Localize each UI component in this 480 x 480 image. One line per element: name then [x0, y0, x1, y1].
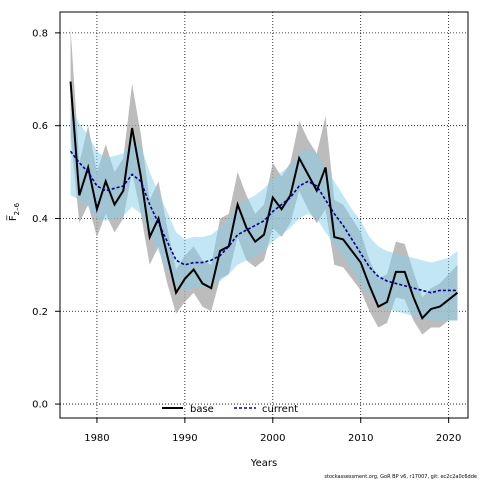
y-axis: 0.0 0.2 0.4 0.6 0.8	[32, 28, 60, 411]
y-tick-label: 0.6	[32, 121, 48, 132]
x-axis-title: Years	[250, 458, 277, 469]
band-current	[70, 107, 458, 321]
x-tick-label: 1980	[84, 433, 109, 444]
legend-current-label: current	[262, 404, 298, 415]
legend-base-label: base	[190, 404, 214, 415]
legend: base current	[162, 404, 298, 415]
x-tick-label: 2020	[436, 433, 461, 444]
confidence-bands	[70, 28, 458, 335]
svg-text:F̅2–6: F̅2–6	[6, 202, 21, 221]
y-axis-title-subscript: 2–6	[13, 202, 21, 215]
y-tick-label: 0.2	[32, 307, 48, 318]
x-tick-label: 2000	[260, 433, 285, 444]
line-current	[69, 150, 458, 294]
x-axis: 1980 1990 2000 2010 2020	[84, 418, 461, 444]
line-base	[69, 81, 459, 321]
y-tick-label: 0.4	[32, 214, 48, 225]
x-tick-label: 1990	[172, 433, 197, 444]
y-axis-title: F̅2–6	[6, 202, 21, 221]
y-tick-label: 0.0	[32, 400, 48, 411]
x-tick-label: 2010	[348, 433, 373, 444]
plot-frame	[59, 11, 469, 419]
y-tick-label: 0.8	[32, 28, 48, 39]
credit-text: stockassessment.org, GoR BP v6, r17007, …	[324, 474, 477, 480]
y-axis-title-main: F̅	[6, 214, 19, 221]
series-lines	[69, 81, 459, 321]
